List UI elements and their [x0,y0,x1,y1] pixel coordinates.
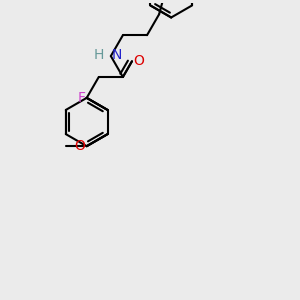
Text: O: O [134,54,144,68]
Text: N: N [111,49,122,62]
Text: H: H [94,49,104,62]
Text: F: F [77,91,85,105]
Text: O: O [74,139,85,153]
